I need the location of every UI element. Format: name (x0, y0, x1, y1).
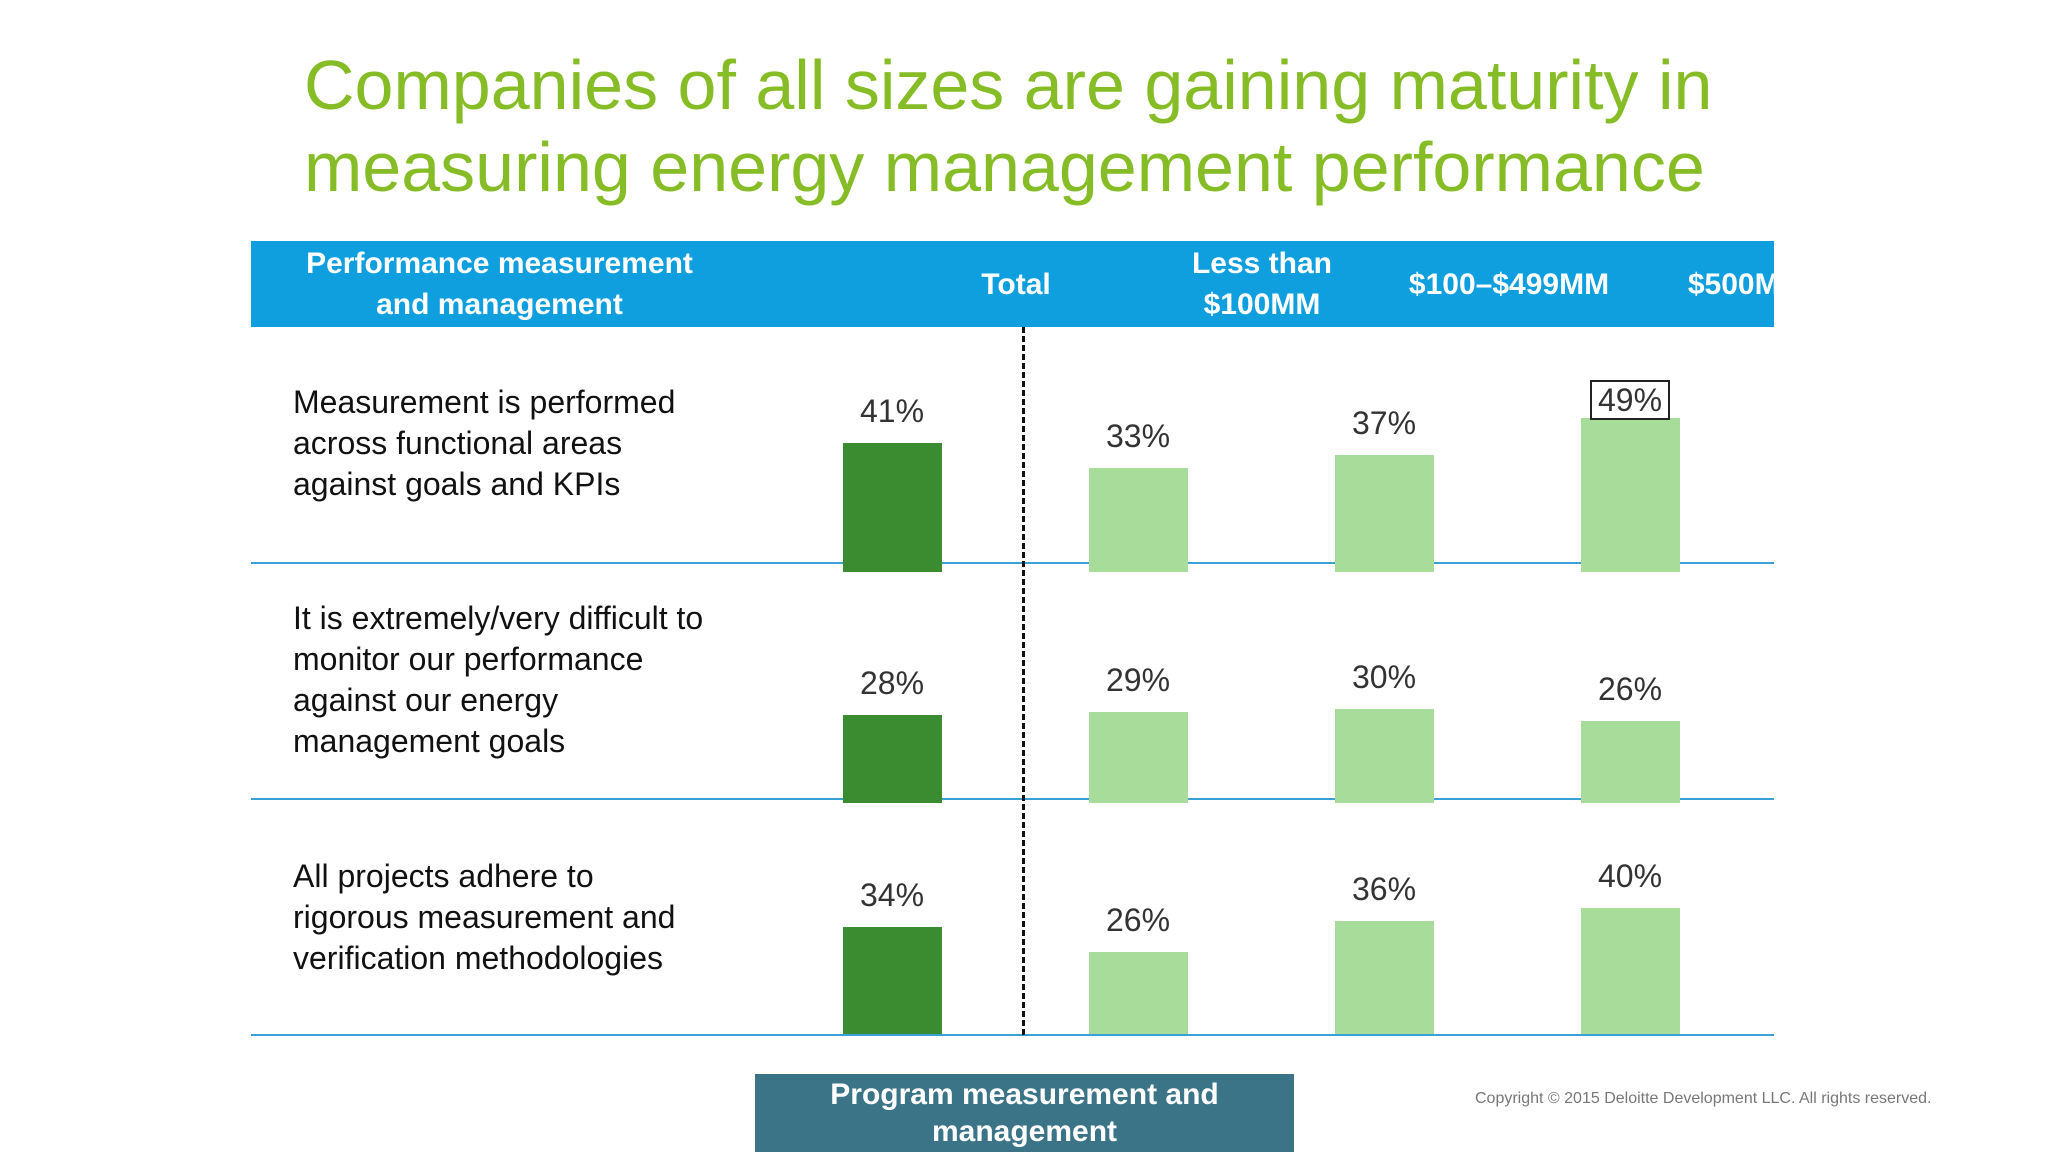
row-2-line-1: It is extremely/very difficult to (293, 600, 704, 636)
value-label-row3-seg1: 26% (1105, 902, 1171, 939)
value-label-row2-seg2: 30% (1351, 658, 1417, 695)
value-label-row1-seg2: 37% (1351, 405, 1417, 442)
row-label-1: Measurement is performed across function… (293, 382, 773, 505)
footer-line-2: management (931, 1115, 1118, 1148)
value-label-row3-seg3: 40% (1597, 858, 1663, 894)
bar-row3-seg3 (1581, 908, 1680, 1034)
bar-row3-seg2 (1335, 920, 1434, 1034)
row-divider-2 (251, 798, 1774, 800)
bar-row3-seg1 (1089, 952, 1188, 1034)
value-label-row1-seg1: 33% (1105, 418, 1171, 455)
header-total: Total (981, 267, 1051, 301)
value-label-row1-total: 41% (859, 392, 925, 429)
value-label-row2-seg1: 29% (1105, 661, 1171, 698)
header-seg1-line-2: $100MM (1203, 288, 1321, 321)
bar-row1-seg3 (1581, 417, 1680, 572)
bar-row2-total (843, 714, 942, 803)
copyright-text: Copyright © 2015 Deloitte Development LL… (1475, 1090, 1932, 1107)
bar-row3-total (843, 926, 942, 1034)
table-header: Performance measurement and management To… (251, 241, 1822, 327)
row-2-line-2: monitor our performance (293, 641, 644, 677)
bar-row2-seg2 (1335, 708, 1434, 803)
value-label-row3-total: 34% (859, 876, 925, 913)
footer-line-1: Program measurement and (830, 1078, 1219, 1111)
dashed-divider (1022, 327, 1025, 1035)
value-label-row3-seg2: 36% (1351, 870, 1417, 907)
row-3-line-1: All projects adhere to (293, 858, 594, 894)
bar-row1-seg2 (1335, 455, 1434, 572)
header-seg1-line-1: Less than (1191, 247, 1333, 280)
header-seg2: $100–$499MM (1408, 267, 1610, 301)
bar-row1-seg1 (1089, 468, 1188, 572)
row-1-line-1: Measurement is performed (293, 384, 676, 420)
row-3-line-3: verification methodologies (293, 940, 663, 976)
row-divider-3 (251, 1034, 1774, 1036)
row-2-line-4: management goals (293, 723, 566, 759)
header-seg3: $500MM+ (1687, 267, 1823, 301)
header-category: Performance measurement and management (251, 241, 748, 327)
row-label-2: It is extremely/very difficult to monito… (293, 598, 773, 762)
page-title: Companies of all sizes are gaining matur… (304, 44, 1804, 208)
header-seg1: Less than $100MM (1142, 241, 1382, 327)
row-label-3: All projects adhere to rigorous measurem… (293, 856, 773, 979)
title-line-1: Companies of all sizes are gaining matur… (304, 46, 1713, 124)
row-1-line-3: against goals and KPIs (293, 466, 621, 502)
value-label-row2-seg3: 26% (1597, 671, 1663, 708)
row-divider-1 (251, 562, 1774, 564)
value-label-row2-total: 28% (859, 664, 925, 701)
row-1-line-2: across functional areas (293, 425, 623, 461)
header-category-line-1: Performance measurement (306, 247, 693, 280)
title-line-2: measuring energy management performance (304, 128, 1705, 206)
bar-row2-seg3 (1581, 721, 1680, 803)
footer-label-box: Program measurement and management (755, 1074, 1294, 1152)
header-category-line-2: and management (376, 288, 623, 321)
row-3-line-2: rigorous measurement and (293, 899, 676, 935)
bar-row2-seg1 (1089, 711, 1188, 803)
bar-row1-total (843, 442, 942, 572)
row-2-line-3: against our energy (293, 682, 559, 718)
value-label-row1-seg3: 49% (1560, 379, 1700, 420)
